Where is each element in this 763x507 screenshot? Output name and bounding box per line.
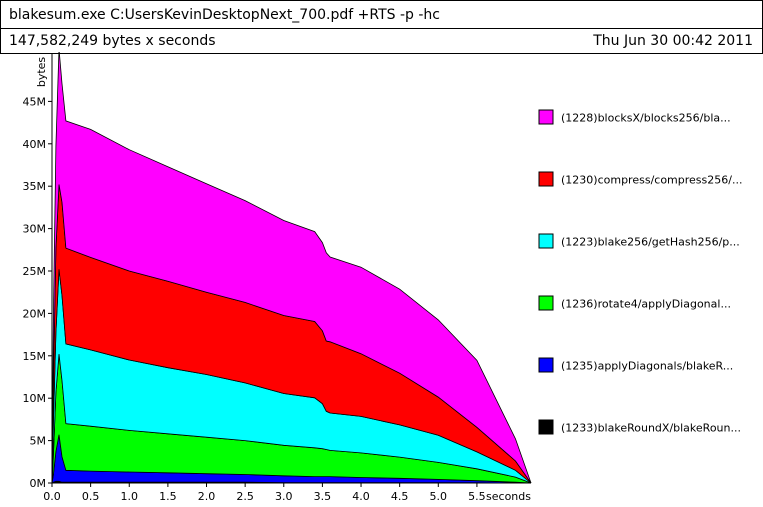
y-tick-label: 20M <box>23 307 47 320</box>
x-tick-label: 4.5 <box>391 490 409 503</box>
y-tick-label: 35M <box>23 180 47 193</box>
legend-swatch <box>538 419 554 435</box>
x-axis-label: seconds <box>486 490 531 503</box>
y-tick-label: 10M <box>23 392 47 405</box>
x-tick-label: 1.0 <box>121 490 139 503</box>
legend-swatch <box>538 233 554 249</box>
legend-label: (1223)blake256/getHash256/p... <box>561 236 740 249</box>
y-tick-label: 0M <box>30 477 47 490</box>
legend: (1228)blocksX/blocks256/bla... (1230)comp… <box>538 109 742 435</box>
legend-label: (1230)compress/compress256/... <box>561 174 742 187</box>
command-line-text: blakesum.exe C:UsersKevinDesktopNext_700… <box>9 6 440 23</box>
heap-profile-chart: 0M 5M 10M 15M 20M 25M 30M 35M 40M 45M 0.0 0.5 1.0 1.5… <box>23 52 742 503</box>
command-line-bar: blakesum.exe C:UsersKevinDesktopNext_700… <box>0 0 763 29</box>
y-tick-label: 15M <box>23 350 47 363</box>
legend-swatch <box>538 109 554 125</box>
legend-label: (1233)blakeRoundX/blakeRoun... <box>561 422 741 435</box>
x-tick-label: 1.5 <box>159 490 177 503</box>
x-tick-label: 2.0 <box>198 490 216 503</box>
legend-swatch <box>538 357 554 373</box>
y-axis-label: bytes <box>35 57 48 88</box>
x-tick-label: 0.5 <box>82 490 100 503</box>
legend-label: (1235)applyDiagonals/blakeR... <box>561 360 733 373</box>
legend-label: (1236)rotate4/applyDiagonal... <box>561 298 731 311</box>
x-tick-label: 3.0 <box>275 490 293 503</box>
run-date: Thu Jun 30 00:42 2011 <box>593 33 753 49</box>
y-tick-label: 25M <box>23 265 47 278</box>
x-tick-label: 0.0 <box>43 490 61 503</box>
axes: 0M 5M 10M 15M 20M 25M 30M 35M 40M 45M 0.0 0.5 1.0 1.5… <box>23 54 531 503</box>
legend-label: (1228)blocksX/blocks256/bla... <box>561 112 731 125</box>
x-tick-label: 5.0 <box>430 490 448 503</box>
total-bytes-seconds: 147,582,249 bytes x seconds <box>9 33 216 49</box>
legend-swatch <box>538 171 554 187</box>
legend-swatch <box>538 295 554 311</box>
x-tick-label: 2.5 <box>236 490 254 503</box>
x-tick-label: 4.0 <box>352 490 370 503</box>
y-tick-label: 5M <box>30 435 47 448</box>
y-tick-label: 40M <box>23 138 47 151</box>
area-layers <box>51 52 532 484</box>
x-tick-label: 3.5 <box>314 490 332 503</box>
x-tick-label: 5.5 <box>468 490 486 503</box>
y-tick-label: 45M <box>23 95 47 108</box>
summary-bar: 147,582,249 bytes x seconds Thu Jun 30 0… <box>0 28 763 54</box>
y-tick-label: 30M <box>23 223 47 236</box>
